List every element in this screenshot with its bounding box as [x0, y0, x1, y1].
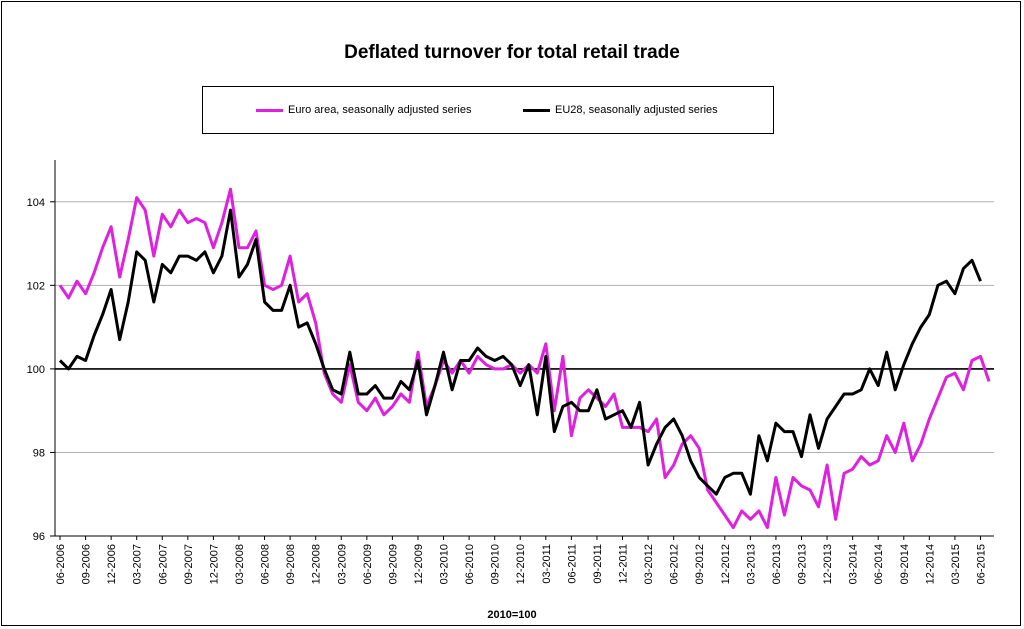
legend-swatch-eu28	[523, 108, 550, 112]
y-tick-label-102: 102	[27, 280, 45, 292]
x-tick-label-06-2011: 06-2011	[566, 544, 578, 584]
x-tick-label-06-2013: 06-2013	[771, 544, 783, 584]
y-tick-label-100: 100	[27, 364, 45, 376]
legend: Euro area, seasonally adjusted series EU…	[202, 86, 774, 134]
x-tick-label-09-2011: 09-2011	[592, 544, 604, 584]
series-line-eu28	[58, 208, 982, 496]
x-tick-label-12-2010: 12-2010	[515, 544, 527, 584]
x-tick-label-12-2014: 12-2014	[924, 544, 936, 584]
x-tick-label-12-2009: 12-2009	[413, 544, 425, 584]
x-tick-label-09-2014: 09-2014	[899, 544, 911, 584]
x-tick-label-09-2008: 09-2008	[285, 544, 297, 584]
x-tick-label-03-2014: 03-2014	[848, 544, 860, 584]
chart-title: Deflated turnover for total retail trade	[344, 42, 680, 63]
x-tick-label-09-2013: 09-2013	[796, 544, 808, 584]
legend-entry-eu28: EU28, seasonally adjusted series	[523, 103, 718, 117]
x-tick-label-06-2008: 06-2008	[260, 544, 272, 584]
x-tick-label-06-2010: 06-2010	[464, 544, 476, 584]
x-tick-label-09-2007: 09-2007	[183, 544, 195, 584]
x-tick-label-03-2007: 03-2007	[132, 544, 144, 584]
x-tick-label-09-2009: 09-2009	[387, 544, 399, 584]
x-tick-label-06-2012: 06-2012	[669, 544, 681, 584]
x-tick-label-12-2011: 12-2011	[618, 544, 630, 584]
x-tick-label-03-2015: 03-2015	[950, 544, 962, 584]
x-axis-label: 2010=100	[487, 609, 537, 621]
x-tick-label-03-2009: 03-2009	[336, 544, 348, 584]
x-tick-label-06-2009: 06-2009	[362, 544, 374, 584]
y-tick-label-96: 96	[33, 531, 45, 543]
x-tick-label-06-2014: 06-2014	[873, 544, 885, 584]
x-tick-label-12-2007: 12-2007	[208, 544, 220, 584]
legend-label-euro-area: Euro area, seasonally adjusted series	[288, 104, 472, 116]
x-tick-label-12-2006: 12-2006	[106, 544, 118, 584]
x-tick-label-06-2015: 06-2015	[975, 544, 987, 584]
x-tick-label-09-2012: 09-2012	[694, 544, 706, 584]
x-tick-label-03-2010: 03-2010	[439, 544, 451, 584]
x-tick-label-06-2007: 06-2007	[157, 544, 169, 584]
x-tick-label-12-2013: 12-2013	[822, 544, 834, 584]
x-tick-label-12-2008: 12-2008	[311, 544, 323, 584]
x-tick-label-03-2008: 03-2008	[234, 544, 246, 584]
x-tick-label-03-2011: 03-2011	[541, 544, 553, 584]
legend-label-eu28: EU28, seasonally adjusted series	[555, 104, 718, 116]
x-tick-label-09-2010: 09-2010	[490, 544, 502, 584]
x-tick-label-06-2006: 06-2006	[55, 544, 67, 584]
y-tick-label-98: 98	[33, 447, 45, 459]
x-tick-label-03-2013: 03-2013	[745, 544, 757, 584]
x-tick-label-03-2012: 03-2012	[643, 544, 655, 584]
legend-entry-euro-area: Euro area, seasonally adjusted series	[256, 103, 471, 117]
series-line-euro-area	[58, 187, 991, 530]
legend-swatch-euro-area	[256, 108, 283, 112]
y-tick-label-104: 104	[27, 197, 45, 209]
x-tick-label-09-2006: 09-2006	[81, 544, 93, 584]
x-tick-label-12-2012: 12-2012	[720, 544, 732, 584]
